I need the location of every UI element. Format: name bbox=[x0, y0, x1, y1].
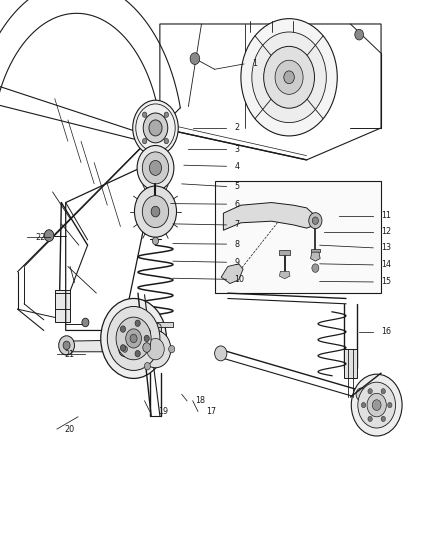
Circle shape bbox=[368, 416, 372, 422]
Circle shape bbox=[284, 71, 294, 84]
Text: 7: 7 bbox=[234, 221, 240, 229]
Text: 15: 15 bbox=[381, 278, 391, 286]
Circle shape bbox=[351, 374, 402, 436]
Text: 5: 5 bbox=[234, 182, 240, 191]
Circle shape bbox=[144, 328, 150, 336]
Circle shape bbox=[356, 388, 367, 401]
Circle shape bbox=[122, 346, 127, 352]
Circle shape bbox=[388, 402, 392, 408]
Circle shape bbox=[135, 351, 140, 357]
Circle shape bbox=[312, 264, 319, 272]
Text: 16: 16 bbox=[381, 327, 391, 336]
Circle shape bbox=[101, 298, 166, 378]
Text: 13: 13 bbox=[381, 244, 391, 252]
Text: 8: 8 bbox=[234, 240, 239, 248]
Circle shape bbox=[143, 113, 168, 143]
Circle shape bbox=[137, 146, 174, 190]
Text: 19: 19 bbox=[158, 407, 168, 416]
Circle shape bbox=[164, 112, 169, 117]
Polygon shape bbox=[64, 340, 138, 352]
Circle shape bbox=[142, 112, 147, 117]
Circle shape bbox=[355, 29, 364, 40]
Circle shape bbox=[142, 196, 169, 228]
Circle shape bbox=[275, 60, 303, 94]
Circle shape bbox=[126, 329, 141, 348]
Circle shape bbox=[149, 120, 162, 136]
Text: 11: 11 bbox=[381, 212, 391, 220]
Circle shape bbox=[367, 393, 386, 417]
Circle shape bbox=[133, 335, 143, 348]
Circle shape bbox=[107, 306, 160, 370]
Circle shape bbox=[381, 416, 385, 422]
Circle shape bbox=[63, 341, 70, 350]
Circle shape bbox=[144, 362, 150, 370]
Polygon shape bbox=[221, 264, 243, 284]
Circle shape bbox=[215, 346, 227, 361]
Circle shape bbox=[59, 336, 74, 355]
Circle shape bbox=[116, 317, 151, 360]
Text: 22: 22 bbox=[35, 233, 45, 241]
Polygon shape bbox=[311, 252, 320, 261]
Circle shape bbox=[252, 32, 326, 123]
Circle shape bbox=[169, 345, 175, 353]
Bar bbox=[138, 322, 173, 327]
Text: 14: 14 bbox=[381, 261, 391, 269]
Bar bbox=[55, 290, 70, 322]
Polygon shape bbox=[223, 203, 315, 230]
Bar bbox=[215, 181, 381, 293]
Text: 10: 10 bbox=[234, 275, 244, 284]
Bar bbox=[279, 250, 290, 255]
Circle shape bbox=[149, 160, 162, 175]
Circle shape bbox=[142, 152, 169, 184]
Circle shape bbox=[372, 400, 381, 410]
Circle shape bbox=[264, 46, 314, 108]
Polygon shape bbox=[150, 197, 161, 205]
Circle shape bbox=[241, 19, 337, 136]
Bar bbox=[344, 349, 357, 378]
Circle shape bbox=[368, 389, 372, 394]
Circle shape bbox=[147, 338, 164, 360]
Circle shape bbox=[119, 342, 131, 357]
Circle shape bbox=[143, 343, 151, 352]
Circle shape bbox=[144, 335, 149, 342]
Text: 6: 6 bbox=[234, 200, 239, 208]
Text: 21: 21 bbox=[65, 350, 75, 359]
Circle shape bbox=[120, 345, 126, 351]
Text: 20: 20 bbox=[65, 425, 75, 433]
Text: 17: 17 bbox=[206, 407, 216, 416]
Circle shape bbox=[152, 237, 159, 245]
Circle shape bbox=[151, 206, 160, 217]
Bar bbox=[311, 249, 320, 252]
Circle shape bbox=[142, 139, 147, 144]
Polygon shape bbox=[279, 271, 290, 279]
Circle shape bbox=[164, 139, 169, 144]
Circle shape bbox=[140, 330, 171, 368]
Text: 18: 18 bbox=[195, 397, 205, 405]
Circle shape bbox=[361, 402, 366, 408]
Circle shape bbox=[130, 334, 137, 343]
Circle shape bbox=[381, 389, 385, 394]
Circle shape bbox=[120, 326, 126, 332]
Text: 3: 3 bbox=[234, 145, 239, 154]
Circle shape bbox=[358, 382, 396, 428]
Text: 1: 1 bbox=[252, 60, 257, 68]
Circle shape bbox=[82, 318, 89, 327]
Circle shape bbox=[135, 320, 140, 326]
Circle shape bbox=[309, 213, 322, 229]
Circle shape bbox=[190, 53, 200, 64]
Text: 4: 4 bbox=[234, 162, 239, 171]
Text: 12: 12 bbox=[381, 228, 391, 236]
Circle shape bbox=[44, 230, 54, 241]
Circle shape bbox=[134, 186, 177, 237]
Bar bbox=[150, 327, 161, 344]
Circle shape bbox=[312, 217, 318, 224]
Circle shape bbox=[133, 100, 178, 156]
Text: 9: 9 bbox=[234, 258, 240, 266]
Text: 2: 2 bbox=[234, 124, 240, 132]
